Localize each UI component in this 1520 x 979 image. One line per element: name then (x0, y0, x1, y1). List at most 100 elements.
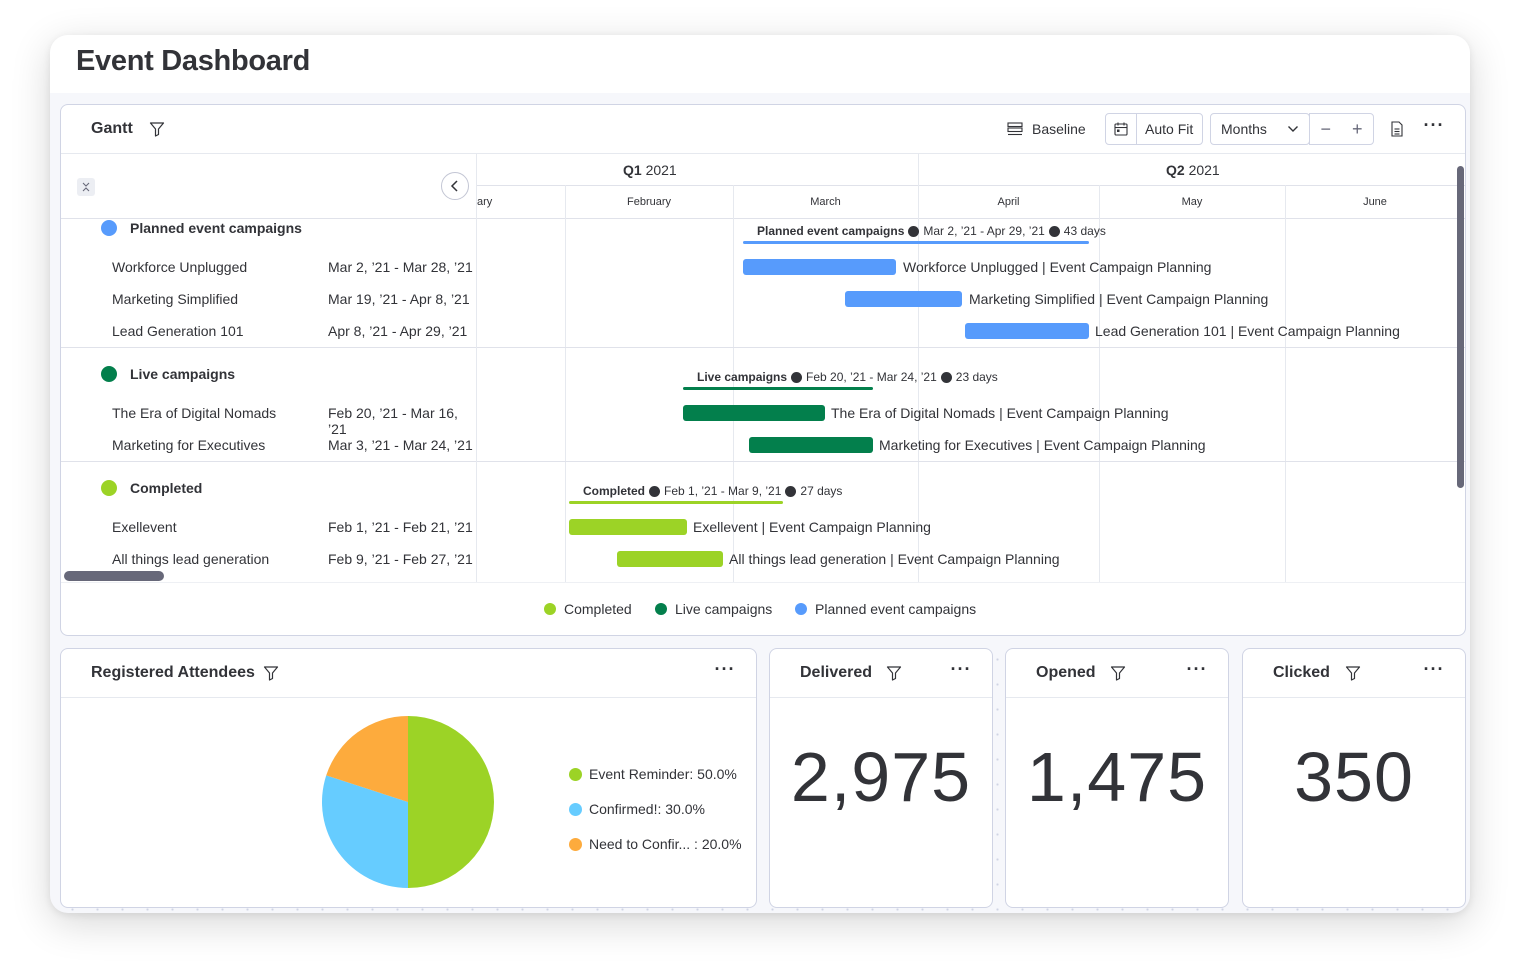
item-dates: Mar 2, ’21 - Mar 28, ’21 (328, 259, 473, 275)
month-gridline (565, 185, 566, 582)
item-name[interactable]: Exellevent (112, 519, 177, 535)
group-divider (61, 461, 476, 462)
clicked-value: 350 (1294, 738, 1414, 816)
group-summary-label: Completed Feb 1, ’21 - Mar 9, ’21 27 days (583, 484, 843, 498)
horizontal-scrollbar[interactable] (64, 571, 164, 581)
vertical-scrollbar[interactable] (1457, 166, 1464, 488)
zoom-in-button[interactable]: + (1351, 118, 1363, 139)
gantt-title: Gantt (91, 120, 133, 137)
delivered-title: Delivered (800, 664, 873, 681)
pie-legend-item: Event Reminder: 50.0% (569, 766, 737, 782)
item-dates: Feb 9, ’21 - Feb 27, ’21 (328, 551, 473, 567)
item-name[interactable]: Workforce Unplugged (112, 259, 248, 275)
quarter-gridline (918, 154, 919, 185)
collapse-icon (82, 182, 90, 192)
quarter-label: Q1 2021 (623, 162, 677, 178)
group-summary-label: Planned event campaigns Mar 2, ’21 - Apr … (757, 224, 1106, 238)
dashboard-header: Event Dashboard (50, 35, 1470, 93)
month-label: April (997, 196, 1020, 208)
attendees-title: Registered Attendees (91, 664, 255, 681)
item-dates: Feb 20, ’21 - Mar 16, ’21 (328, 405, 458, 437)
item-name[interactable]: Lead Generation 101 (112, 323, 244, 339)
attendees-widget: Registered Attendees ··· Event Reminder:… (60, 648, 757, 908)
scale-value: Months (1221, 121, 1267, 137)
group-summary-label: Live campaigns Feb 20, ’21 - Mar 24, ’21 2… (697, 370, 998, 384)
baseline-icon (1007, 122, 1023, 136)
opened-title: Opened (1036, 664, 1096, 681)
autofit-button[interactable]: Auto Fit (1145, 121, 1194, 137)
calendar-button[interactable] (1106, 114, 1137, 144)
gantt-bar-label: Marketing Simplified | Event Campaign Pl… (969, 291, 1269, 307)
gantt-bar[interactable] (683, 405, 825, 421)
attendees-header: Registered Attendees ··· (61, 649, 756, 698)
group-color-dot (101, 480, 117, 496)
group-summary-bar (743, 241, 1089, 244)
month-label: ary (477, 196, 493, 208)
pie-slice-confirmed[interactable] (322, 775, 408, 888)
more-icon[interactable]: ··· (950, 659, 972, 679)
pie-legend-item: Confirmed!: 30.0% (569, 801, 705, 817)
month-gridline (1099, 185, 1100, 582)
filter-icon[interactable] (1345, 665, 1361, 681)
clicked-widget: Clicked ··· 350 (1242, 648, 1466, 908)
baseline-label: Baseline (1032, 121, 1086, 137)
gantt-bar-label: The Era of Digital Nomads | Event Campai… (831, 405, 1169, 421)
opened-widget: Opened ··· 1,475 (1005, 648, 1229, 908)
item-dates: Mar 3, ’21 - Mar 24, ’21 (328, 437, 473, 453)
group-title-completed[interactable]: Completed (130, 480, 203, 496)
export-icon[interactable] (1390, 121, 1404, 137)
filter-icon[interactable] (263, 665, 279, 681)
filter-icon[interactable] (886, 665, 902, 681)
item-dates: Feb 1, ’21 - Feb 21, ’21 (328, 519, 473, 535)
group-color-dot (101, 220, 117, 236)
chevron-left-icon (450, 180, 458, 192)
more-icon[interactable]: ··· (1423, 115, 1445, 135)
gantt-bar-label: All things lead generation | Event Campa… (729, 551, 1060, 567)
delivered-header: Delivered ··· (770, 649, 992, 698)
gantt-bar[interactable] (749, 437, 873, 453)
filter-icon[interactable] (1110, 665, 1126, 681)
item-name[interactable]: All things lead generation (112, 551, 270, 567)
calendar-icon (1114, 122, 1128, 136)
pie-slice-event-reminder[interactable] (408, 716, 494, 888)
gantt-bar[interactable] (965, 323, 1089, 339)
pie-slice-need-to-confir[interactable] (326, 716, 408, 802)
gantt-bar[interactable] (743, 259, 896, 275)
group-summary-bar (683, 387, 873, 390)
gantt-bar[interactable] (845, 291, 962, 307)
filter-icon[interactable] (149, 121, 165, 137)
item-name[interactable]: Marketing Simplified (112, 291, 239, 307)
item-name[interactable]: The Era of Digital Nomads (112, 405, 277, 421)
gantt-item-list: Planned event campaigns Workforce Unplug… (61, 154, 477, 582)
gantt-bar-label: Exellevent | Event Campaign Planning (693, 519, 931, 535)
group-summary-bar (569, 501, 783, 504)
baseline-button[interactable]: Baseline (1007, 113, 1086, 145)
opened-value: 1,475 (1026, 738, 1208, 816)
collapse-all-button[interactable] (77, 178, 95, 196)
item-name[interactable]: Marketing for Executives (112, 437, 266, 453)
month-label: February (626, 196, 672, 208)
more-icon[interactable]: ··· (1423, 659, 1445, 679)
delivered-widget: Delivered ··· 2,975 (769, 648, 993, 908)
more-icon[interactable]: ··· (1186, 659, 1208, 679)
group-title-planned[interactable]: Planned event campaigns (130, 220, 302, 236)
zoom-out-button[interactable]: − (1320, 118, 1331, 139)
collapse-pane-button[interactable] (441, 172, 469, 200)
scale-dropdown[interactable]: Months (1210, 113, 1310, 145)
gantt-bar-label: Workforce Unplugged | Event Campaign Pla… (903, 259, 1212, 275)
month-gridline (1285, 185, 1286, 582)
legend-item: Completed (544, 601, 632, 617)
quarter-label: Q2 2021 (1166, 162, 1220, 178)
dashboard-window: Event Dashboard Gantt Baseline (50, 35, 1470, 913)
month-gridline (733, 185, 734, 582)
gantt-legend: Completed Live campaigns Planned event c… (61, 582, 1465, 635)
gantt-bar[interactable] (617, 551, 723, 567)
delivered-value: 2,975 (790, 738, 972, 816)
more-icon[interactable]: ··· (714, 659, 736, 679)
clicked-title: Clicked (1273, 664, 1330, 681)
month-label: May (1181, 196, 1203, 208)
gantt-bar-label: Marketing for Executives | Event Campaig… (879, 437, 1206, 453)
group-title-live[interactable]: Live campaigns (130, 366, 236, 382)
legend-item: Live campaigns (655, 601, 772, 617)
gantt-bar[interactable] (569, 519, 687, 535)
